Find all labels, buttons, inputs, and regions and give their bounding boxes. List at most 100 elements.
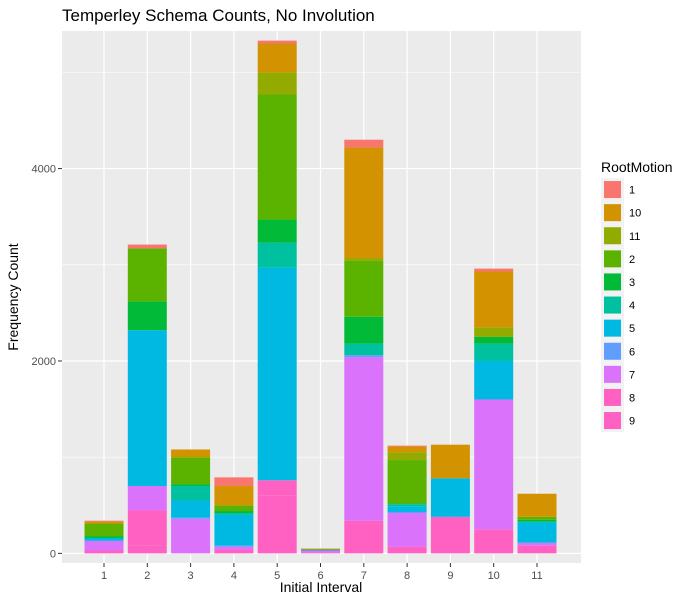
bar-segment-3-rootmotion-4: [171, 486, 211, 501]
bar-segment-11-rootmotion-4: [517, 521, 557, 523]
bar-segment-10-rootmotion-3: [474, 336, 514, 344]
legend-label: 9: [629, 416, 635, 428]
bar-stack-7: [344, 139, 384, 554]
bar-segment-6-rootmotion-10: [301, 548, 340, 550]
legend-swatch: [604, 412, 621, 430]
legend-item-11: 11: [601, 224, 640, 248]
bar-segment-2-rootmotion-9: [127, 545, 167, 554]
bar-segment-10-rootmotion-9: [474, 537, 514, 554]
bar-segment-8-rootmotion-6: [387, 512, 427, 513]
bar-segment-8-rootmotion-5: [387, 506, 427, 513]
x-tick-label: 3: [188, 570, 194, 582]
legend-label: 2: [629, 254, 635, 266]
x-tick-label: 1: [101, 570, 107, 582]
legend-swatch: [604, 204, 621, 222]
legend-swatch: [604, 250, 621, 268]
bar-segment-9-rootmotion-8: [430, 516, 470, 554]
legend-item-7: 7: [601, 362, 635, 386]
legend-item-9: 9: [601, 409, 635, 433]
bar-segment-10-rootmotion-5: [474, 360, 514, 400]
bar-segment-8-rootmotion-1: [387, 445, 427, 447]
bar-segment-2-rootmotion-5: [127, 330, 167, 487]
bar-stack-2: [127, 244, 167, 554]
bar-segment-8-rootmotion-3: [387, 503, 427, 505]
x-tick-label: 7: [361, 570, 367, 582]
bar-segment-5-rootmotion-3: [257, 219, 297, 243]
bar-segment-7-rootmotion-2: [344, 260, 384, 317]
bar-segment-7-rootmotion-7: [344, 357, 384, 521]
bar-segment-5-rootmotion-8: [257, 480, 297, 496]
legend-swatch: [604, 227, 621, 245]
bar-segment-4-rootmotion-4: [214, 512, 254, 515]
bar-stacks: [84, 40, 557, 554]
bar-segment-5-rootmotion-5: [257, 267, 297, 481]
bar-segment-4-rootmotion-2: [214, 505, 254, 512]
y-tick-label: 2000: [32, 356, 56, 368]
bar-segment-7-rootmotion-4: [344, 343, 384, 356]
legend-swatch: [604, 365, 621, 383]
x-axis-title: Initial Interval: [280, 579, 362, 595]
bar-segment-10-rootmotion-10: [474, 271, 514, 328]
legend-item-2: 2: [601, 247, 635, 271]
legend-label: 11: [629, 231, 640, 243]
bar-stack-4: [214, 477, 254, 554]
legend-item-3: 3: [601, 270, 635, 294]
bar-segment-8-rootmotion-7: [387, 512, 427, 547]
bar-segment-11-rootmotion-10: [517, 493, 557, 517]
bar-segment-1-rootmotion-3: [84, 536, 124, 538]
legend-item-4: 4: [601, 293, 635, 317]
bar-segment-10-rootmotion-8: [474, 529, 514, 538]
legend-item-1: 1: [601, 178, 635, 202]
bar-segment-10-rootmotion-11: [474, 327, 514, 337]
x-tick-label: 10: [488, 570, 500, 582]
legend-item-10: 10: [601, 201, 641, 225]
legend-swatch: [604, 388, 621, 406]
x-tick-label: 2: [144, 570, 150, 582]
legend-label: 6: [629, 346, 635, 358]
bar-segment-4-rootmotion-10: [214, 486, 254, 506]
legend-label: 1: [629, 185, 635, 197]
bar-segment-10-rootmotion-1: [474, 268, 514, 272]
bar-segment-7-rootmotion-3: [344, 316, 384, 344]
bar-stack-1: [84, 520, 124, 554]
bar-segment-7-rootmotion-10: [344, 147, 384, 259]
bar-stack-11: [517, 493, 557, 554]
bar-segment-1-rootmotion-2: [84, 523, 124, 537]
bar-segment-9-rootmotion-10: [430, 444, 470, 479]
legend-label: 3: [629, 277, 635, 289]
bar-segment-1-rootmotion-5: [84, 537, 124, 541]
bar-segment-4-rootmotion-1: [214, 477, 254, 487]
legend-swatch: [604, 319, 621, 337]
bar-segment-8-rootmotion-11: [387, 452, 427, 461]
legend-label: 5: [629, 323, 635, 335]
bar-segment-7-rootmotion-6: [344, 355, 384, 358]
bar-segment-5-rootmotion-9: [257, 495, 297, 554]
bar-segment-3-rootmotion-7: [171, 518, 211, 554]
legend-label: 10: [629, 208, 641, 220]
bar-segment-6-rootmotion-4: [301, 549, 340, 551]
bar-segment-1-rootmotion-7: [84, 540, 124, 551]
y-tick-label: 4000: [32, 164, 56, 176]
x-tick-label: 6: [317, 570, 323, 582]
bar-segment-8-rootmotion-9: [387, 546, 427, 554]
legend: RootMotion 1 10 11 2 3 4 5 6 7 8 9: [601, 159, 673, 433]
bar-segment-1-rootmotion-8: [84, 550, 124, 554]
bar-segment-4-rootmotion-5: [214, 514, 254, 546]
bar-segment-2-rootmotion-2: [127, 248, 167, 302]
legend-swatch: [604, 181, 621, 199]
bar-segment-5-rootmotion-1: [257, 40, 297, 44]
bar-segment-11-rootmotion-3: [517, 519, 557, 522]
x-axis: 1 2 3 4 5 6 7 8 9 10 11: [101, 563, 543, 582]
bar-segment-8-rootmotion-10: [387, 446, 427, 453]
bar-segment-7-rootmotion-1: [344, 139, 384, 148]
bar-segment-4-rootmotion-8: [214, 549, 254, 554]
legend-title: RootMotion: [601, 159, 673, 175]
bar-segment-3-rootmotion-2: [171, 457, 211, 485]
x-tick-label: 11: [531, 570, 542, 582]
bar-segment-2-rootmotion-8: [127, 510, 167, 546]
bar-segment-4-rootmotion-6: [214, 545, 254, 547]
bar-segment-5-rootmotion-2: [257, 94, 297, 220]
chart-title: Temperley Schema Counts, No Involution: [62, 6, 375, 25]
bar-stack-6: [301, 548, 340, 554]
